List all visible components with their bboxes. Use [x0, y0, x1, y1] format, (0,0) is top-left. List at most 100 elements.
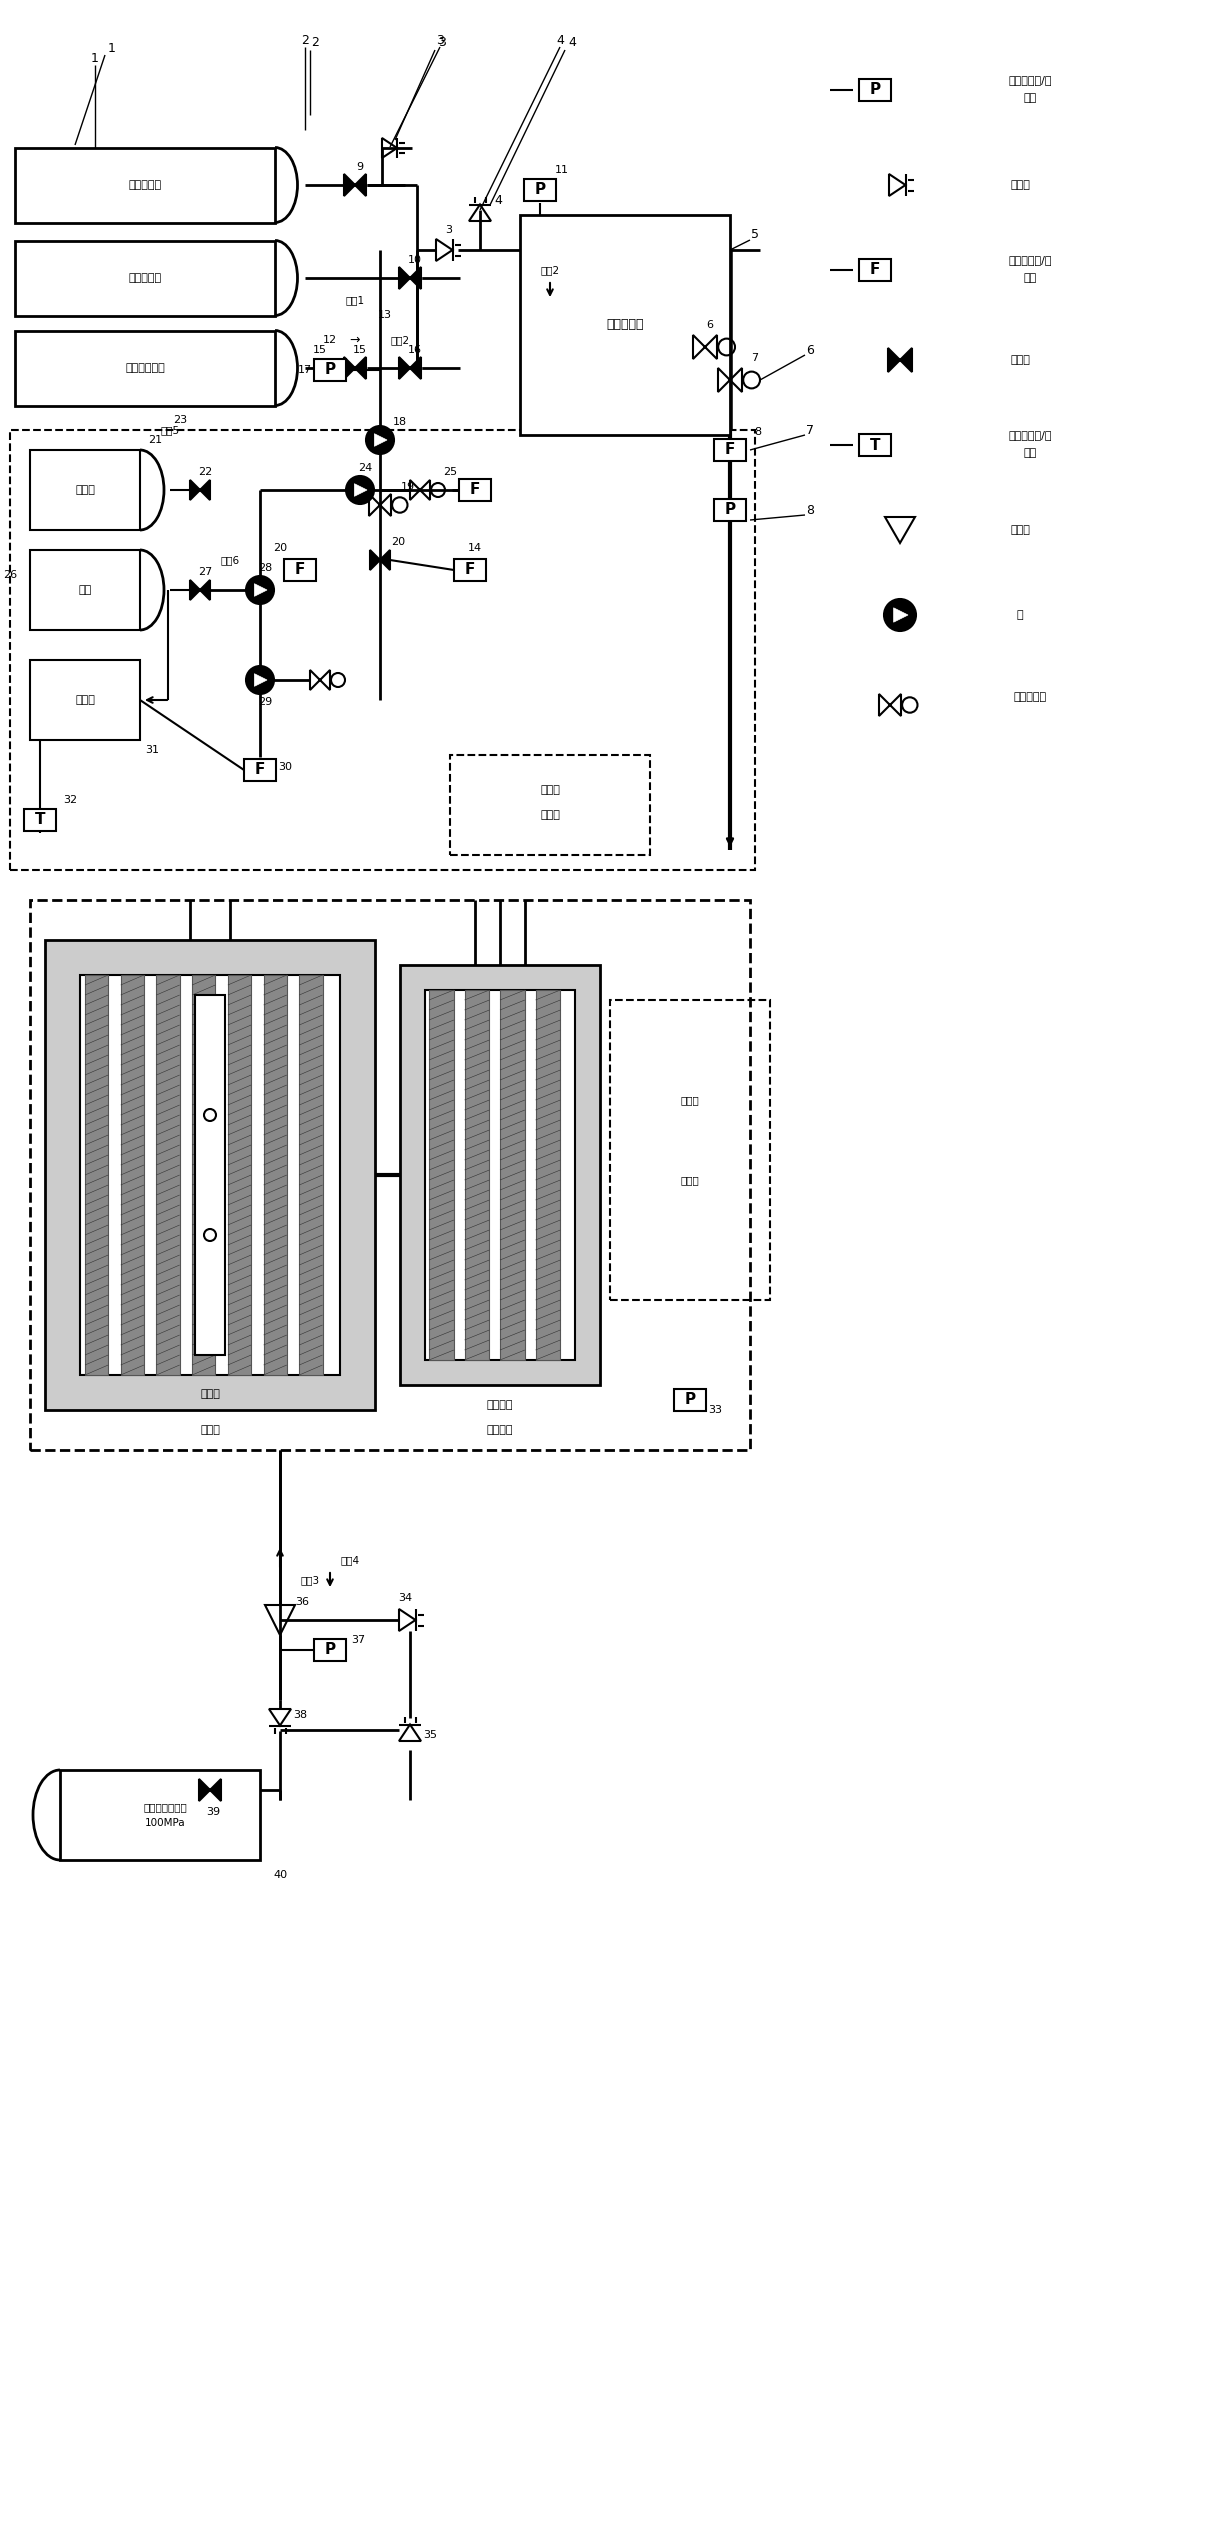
Text: 加热器: 加热器 [680, 1176, 700, 1186]
Text: 传感3: 传感3 [300, 1575, 320, 1586]
Bar [263, 975, 287, 1374]
Text: 天然气罐罐: 天然气罐罐 [128, 272, 161, 282]
Bar [284, 560, 316, 580]
Text: 27: 27 [198, 568, 212, 578]
Text: 7: 7 [806, 422, 814, 438]
Bar [465, 990, 490, 1359]
Circle shape [367, 425, 394, 453]
Bar [429, 990, 454, 1359]
Text: 40: 40 [273, 1871, 287, 1881]
Text: 31: 31 [145, 746, 159, 756]
Polygon shape [399, 267, 421, 290]
Bar [85, 975, 108, 1374]
Bar [713, 499, 747, 522]
Text: P: P [724, 501, 736, 517]
Text: 5: 5 [752, 229, 759, 242]
Bar [520, 214, 729, 435]
Bar [15, 239, 276, 316]
Text: 传感6: 传感6 [220, 555, 240, 565]
Text: 12: 12 [323, 336, 337, 346]
Text: 23: 23 [173, 415, 187, 425]
Text: 30: 30 [278, 761, 292, 771]
Text: 29: 29 [258, 697, 272, 708]
Polygon shape [255, 674, 267, 687]
Bar [121, 975, 144, 1374]
Text: 传感1: 传感1 [346, 295, 364, 305]
Text: 密封装置: 密封装置 [487, 1425, 513, 1435]
Text: F: F [295, 562, 305, 578]
Bar [524, 178, 556, 201]
Bar [46, 939, 375, 1410]
Text: 泵: 泵 [1017, 611, 1023, 621]
Bar [30, 901, 750, 1451]
Text: F: F [870, 262, 881, 277]
Circle shape [346, 476, 374, 504]
Circle shape [246, 575, 274, 603]
Polygon shape [344, 173, 367, 196]
Text: 水箱: 水箱 [79, 585, 91, 596]
Text: 14: 14 [467, 542, 482, 552]
Bar [80, 975, 339, 1374]
Polygon shape [199, 1779, 221, 1802]
Text: 送器: 送器 [1023, 94, 1037, 102]
Text: 温度传感器/变: 温度传感器/变 [1009, 430, 1052, 440]
Text: 38: 38 [293, 1710, 308, 1720]
Text: P: P [684, 1392, 695, 1407]
Text: 加热器: 加热器 [540, 809, 560, 819]
Text: 18: 18 [392, 417, 407, 428]
Text: 天然气罐高压瓶: 天然气罐高压瓶 [143, 1802, 187, 1812]
Text: 4: 4 [568, 36, 576, 48]
Text: 1: 1 [108, 41, 116, 53]
Text: 22: 22 [198, 466, 212, 476]
Bar [30, 450, 140, 529]
Text: →: → [349, 333, 360, 346]
Text: P: P [870, 81, 881, 97]
Text: 11: 11 [555, 165, 569, 176]
Text: 传感2: 传感2 [540, 265, 560, 275]
Bar [244, 758, 276, 781]
Text: 100MPa: 100MPa [145, 1817, 186, 1827]
Text: 减压阀: 减压阀 [1010, 524, 1030, 534]
Polygon shape [888, 349, 911, 372]
Bar [674, 1390, 706, 1410]
Text: 36: 36 [295, 1598, 309, 1606]
Circle shape [204, 1229, 216, 1242]
Bar [30, 659, 140, 741]
Text: 流量传感器/变: 流量传感器/变 [1009, 254, 1052, 265]
Bar [156, 975, 180, 1374]
Text: 安全阀: 安全阀 [1010, 181, 1030, 191]
Text: P: P [325, 1642, 336, 1657]
Bar [196, 995, 225, 1354]
Bar [400, 965, 600, 1384]
Text: 21: 21 [148, 435, 162, 445]
Bar [60, 1769, 260, 1860]
Text: 37: 37 [351, 1634, 365, 1644]
Text: 试验段: 试验段 [200, 1425, 220, 1435]
Polygon shape [354, 484, 367, 496]
Bar [30, 550, 140, 631]
Text: 28: 28 [258, 562, 272, 573]
Text: 8: 8 [806, 504, 814, 517]
Bar [859, 260, 891, 280]
Text: 10: 10 [408, 254, 422, 265]
Text: 32: 32 [63, 794, 77, 804]
Polygon shape [894, 608, 908, 621]
Text: 16: 16 [408, 346, 422, 354]
Bar [299, 975, 322, 1374]
Text: 13: 13 [378, 310, 392, 321]
Polygon shape [370, 550, 390, 570]
Text: 散热器: 散热器 [75, 695, 95, 705]
Text: P: P [535, 183, 546, 199]
Polygon shape [344, 356, 367, 379]
Text: 1: 1 [91, 51, 98, 64]
Text: 25: 25 [443, 466, 458, 476]
Text: 送器: 送器 [1023, 272, 1037, 282]
Text: 截止阀: 截止阀 [1010, 354, 1030, 364]
Text: 6: 6 [706, 321, 713, 331]
Text: 17: 17 [298, 364, 312, 374]
Polygon shape [189, 481, 210, 499]
Text: 传感5: 传感5 [160, 425, 180, 435]
Bar [25, 809, 57, 832]
Text: 19: 19 [401, 481, 415, 491]
Text: 8: 8 [754, 428, 761, 438]
